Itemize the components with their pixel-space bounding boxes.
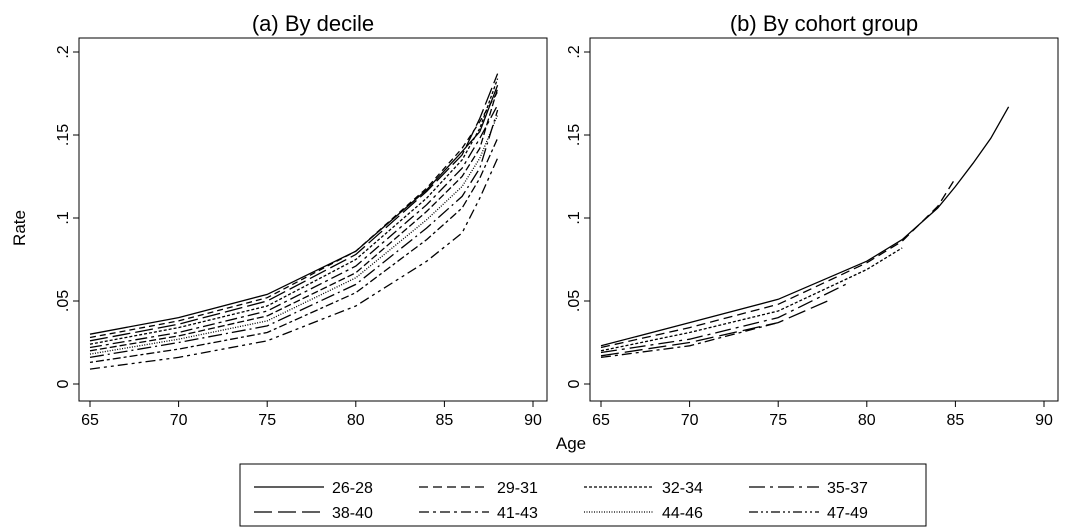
series-line [89,138,499,364]
x-tick-label: 75 [258,412,276,429]
y-tick-label: .05 [55,290,72,312]
panel-by-decile: (a) By decile 65 70 75 80 85 90 0 .05 .1 .15 .2 [55,11,548,429]
legend-label: 47-49 [827,505,868,522]
series-line-41-43 [600,321,779,359]
x-tick-label: 70 [681,412,699,429]
chart-title-b: (b) By cohort group [730,11,918,36]
y-tick-label: .15 [566,124,583,146]
y-tick-label: .15 [55,124,72,146]
legend-box [239,463,927,527]
y-tick-label: 0 [566,379,583,388]
legend-label: 44-46 [662,505,703,522]
y-tick-label: .2 [566,45,583,58]
x-tick-label: 90 [1035,412,1053,429]
x-tick-label: 80 [347,412,365,429]
x-tick-label: 65 [592,412,610,429]
y-tick-label: .1 [566,211,583,224]
series-line [89,114,499,355]
series-line [89,109,499,359]
series-line-35-37 [600,282,850,354]
x-tick-label: 70 [170,412,188,429]
legend-label: 38-40 [332,505,373,522]
panel-by-cohort-group: (b) By cohort group 65 70 75 80 85 90 0 .05 .1 .1… [566,11,1059,429]
x-tick-label: 85 [947,412,965,429]
series-line [89,157,499,370]
series-line-29-31 [600,177,956,349]
y-tick-label: .1 [55,211,72,224]
x-tick-label: 85 [436,412,454,429]
y-axis-label: Rate [10,210,29,246]
x-axis-label: Age [556,434,586,453]
x-tick-label: 90 [524,412,542,429]
y-tick-label: 0 [55,379,72,388]
series-line [89,84,499,335]
x-tick-label: 65 [81,412,99,429]
legend-label: 29-31 [497,480,538,497]
series-line [89,104,499,349]
legend: 26-28 29-31 32-34 35-37 38-40 41-43 44-46 47-49 [239,463,927,527]
plot-area-b [589,37,1059,402]
legend-label: 41-43 [497,505,538,522]
series-line [89,78,499,345]
series-line-32-34 [600,247,903,352]
series-line [89,91,499,339]
series-line-26-28 [600,106,1010,347]
series-line-38-40 [600,298,832,357]
series-line [89,88,499,352]
legend-label: 35-37 [827,480,868,497]
legend-label: 32-34 [662,480,703,497]
x-tick-label: 75 [769,412,787,429]
chart-title-a: (a) By decile [252,11,374,36]
legend-label: 26-28 [332,480,373,497]
series-line [89,73,499,342]
y-tick-label: .2 [55,45,72,58]
plot-area-a [78,37,548,402]
x-tick-label: 80 [858,412,876,429]
y-tick-label: .05 [566,290,583,312]
